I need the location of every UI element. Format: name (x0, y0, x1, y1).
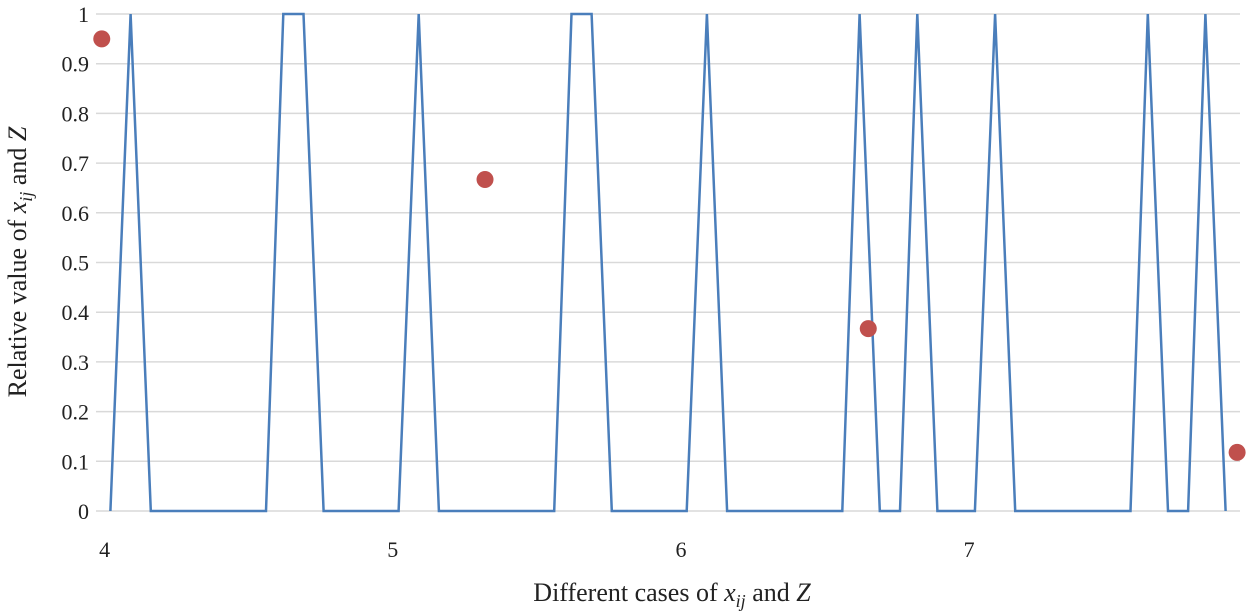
series-line-xij (109, 12, 1227, 513)
x-tick-labels: 4 5 6 7 (99, 537, 974, 562)
x-axis-title: Different cases of xij and Z (533, 578, 811, 611)
y-tick-labels: 0 0.1 0.2 0.3 0.4 0.5 0.6 0.7 0.8 0.9 1 (62, 2, 90, 524)
z-point (859, 320, 877, 338)
y-tick-label: 0.9 (62, 52, 90, 77)
y-tick-label: 0.1 (62, 449, 90, 474)
y-tick-label: 0.7 (62, 151, 90, 176)
y-tick-label: 0.6 (62, 201, 90, 226)
y-tick-label: 0.4 (62, 300, 90, 325)
y-tick-label: 0.2 (62, 400, 90, 425)
y-tick-label: 0.8 (62, 101, 90, 126)
x-tick-label: 6 (675, 537, 686, 562)
y-tick-label: 0 (78, 499, 89, 524)
series-points-z (93, 30, 1246, 461)
x-tick-label: 7 (964, 537, 975, 562)
z-point (1228, 443, 1246, 461)
x-tick-label: 4 (99, 537, 110, 562)
z-point (476, 171, 494, 189)
x-tick-label: 5 (387, 537, 398, 562)
z-point (93, 30, 111, 48)
y-tick-label: 0.5 (62, 251, 90, 276)
y-axis-title: Relative value of xij and Z (3, 126, 36, 397)
y-tick-label: 0.3 (62, 350, 90, 375)
y-tick-label: 1 (78, 2, 89, 27)
